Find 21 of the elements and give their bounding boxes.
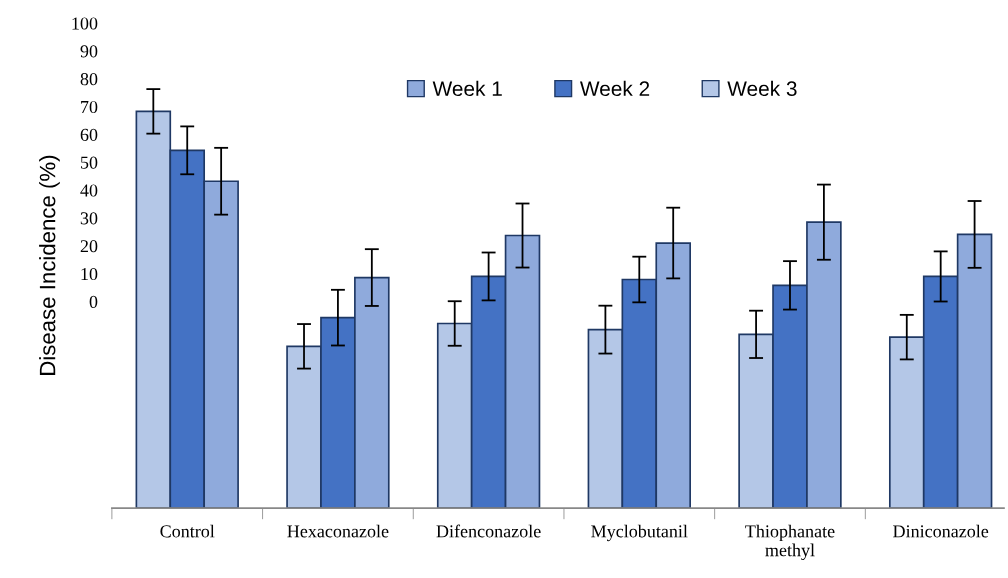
x-tick-label: Myclobutanil xyxy=(591,524,688,542)
x-tick-label: Thiophanate methyl xyxy=(745,524,835,561)
y-tick-label: 70 xyxy=(81,100,98,114)
y-axis-title: Disease Incidence (%) xyxy=(39,155,60,375)
legend-label: Week 2 xyxy=(579,80,650,97)
x-tick-label: Diniconazole xyxy=(893,524,989,538)
y-tick-label: 80 xyxy=(80,73,98,86)
y-tick-label: 20 xyxy=(80,240,98,253)
y-tick-label: 100 xyxy=(72,17,98,30)
y-tick-label: 90 xyxy=(80,45,98,58)
x-tick-label: Control xyxy=(160,524,215,538)
y-tick-label: 30 xyxy=(80,212,98,225)
x-tick-label: Hexaconazole xyxy=(287,524,389,538)
y-tick-label: 40 xyxy=(80,184,98,197)
legend-label: Week 3 xyxy=(727,80,797,97)
y-tick-label: 10 xyxy=(81,267,98,281)
x-tick-label: Difenconazole xyxy=(436,524,541,538)
y-tick-label: 60 xyxy=(80,128,98,141)
legend-label: Week 1 xyxy=(432,80,502,97)
y-tick-label: 0 xyxy=(89,295,98,308)
y-tick-label: 50 xyxy=(80,156,98,169)
